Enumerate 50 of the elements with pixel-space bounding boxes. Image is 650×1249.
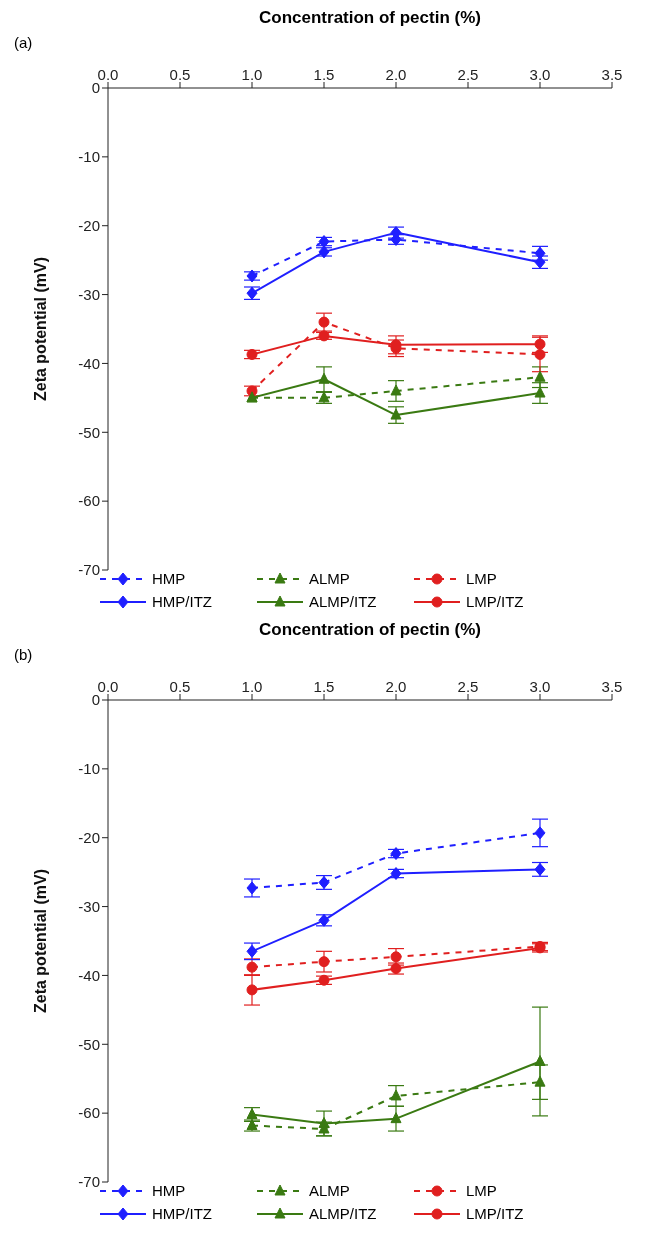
x-tick-label: 1.0 [241,678,263,695]
x-tick-label: 0.0 [97,678,119,695]
y-tick-label: -20 [78,829,100,847]
x-tick-label: 3.0 [529,678,551,695]
x-tick-label: 2.5 [457,66,479,83]
x-tick-label: 0.5 [169,66,191,83]
x-axis-title: Concentration of pectin (%) [258,8,482,28]
y-tick-label: -60 [78,1104,100,1122]
legend-label: HMP [152,570,186,587]
y-tick-label: -70 [78,1173,100,1191]
y-tick-label: -10 [78,760,100,778]
x-axis-title: Concentration of pectin (%) [258,620,482,640]
x-tick-label: 3.5 [601,66,623,83]
y-tick-label: -20 [78,217,100,235]
y-tick-label: -40 [78,354,100,372]
legend-label: LMP/ITZ [466,1205,524,1222]
x-tick-label: 3.5 [601,678,623,695]
y-tick-label: -30 [78,285,100,303]
text: (a) [14,34,33,51]
legend-label: ALMP [309,570,350,587]
legend-label: HMP/ITZ [152,593,212,610]
y-tick-label: -10 [78,148,100,166]
x-tick-label: 0.5 [169,678,191,695]
x-tick-label: 1.0 [241,66,263,83]
legend-label: ALMP/ITZ [309,1205,377,1222]
x-tick-label: 2.5 [457,678,479,695]
legend-label: HMP [152,1182,186,1199]
y-tick-label: -50 [78,423,100,441]
legend-label: LMP [466,570,497,587]
x-tick-label: 1.5 [313,678,335,695]
y-tick-label: -40 [78,966,100,984]
y-axis-title: Zeta potential (mV) [31,256,49,402]
y-tick-label: 0 [91,691,100,709]
legend-label: LMP [466,1182,497,1199]
legend-label: ALMP [309,1182,350,1199]
x-tick-label: 2.0 [385,66,407,83]
text: (b) [14,646,33,663]
x-tick-label: 2.0 [385,678,407,695]
y-axis-title: Zeta potential (mV) [31,868,49,1014]
y-tick-label: -70 [78,561,100,579]
x-tick-label: 0.0 [97,66,119,83]
y-tick-label: -50 [78,1035,100,1053]
x-tick-label: 3.0 [529,66,551,83]
legend-label: LMP/ITZ [466,593,524,610]
legend-label: HMP/ITZ [152,1205,212,1222]
x-tick-label: 1.5 [313,66,335,83]
y-tick-label: 0 [91,79,100,97]
legend-label: ALMP/ITZ [309,593,377,610]
y-tick-label: -30 [78,897,100,915]
y-tick-label: -60 [78,492,100,510]
